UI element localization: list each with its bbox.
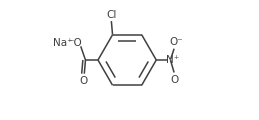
Text: O⁻: O⁻ bbox=[169, 37, 183, 47]
Text: Na⁺: Na⁺ bbox=[53, 38, 73, 48]
Text: Cl: Cl bbox=[107, 10, 117, 20]
Text: O: O bbox=[171, 75, 179, 85]
Text: O: O bbox=[80, 76, 88, 86]
Text: ⁻O: ⁻O bbox=[68, 38, 82, 48]
Text: N⁺: N⁺ bbox=[166, 55, 179, 65]
